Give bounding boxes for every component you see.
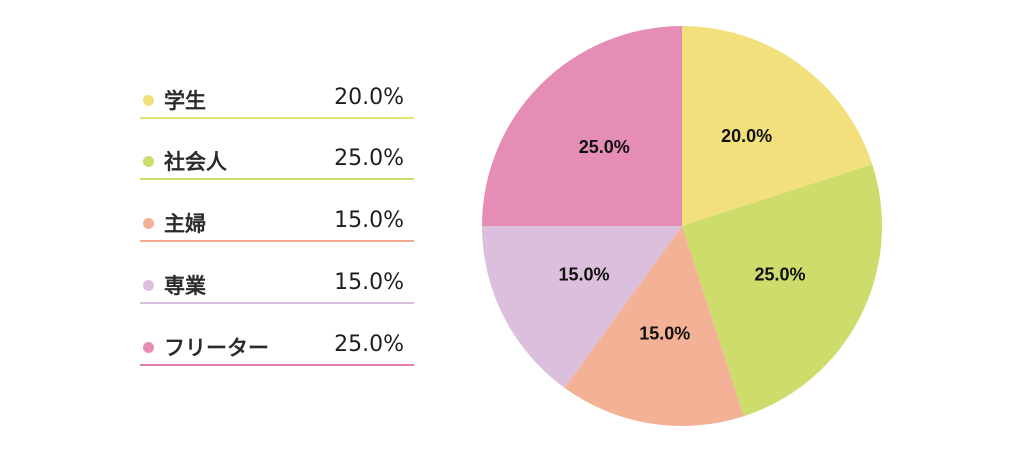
- legend-value: 15.0%: [334, 208, 404, 233]
- legend-dot: [143, 342, 154, 353]
- legend-underline: [140, 240, 414, 242]
- legend-item-working-adult: 社会人 25.0%: [140, 141, 414, 181]
- legend-underline: [140, 364, 414, 366]
- pie-svg: 20.0% 25.0% 15.0% 15.0% 25.0%: [482, 26, 882, 426]
- legend-underline: [140, 302, 414, 304]
- legend-underline: [140, 117, 414, 119]
- pie-label-2: 25.0%: [754, 265, 805, 285]
- legend-item-homemaker: 主婦 15.0%: [140, 203, 414, 243]
- pie-label-3: 15.0%: [639, 323, 690, 343]
- pie-label-5: 25.0%: [579, 137, 630, 157]
- pie-slice-1: [682, 26, 873, 226]
- pie-slice-5: [482, 26, 682, 226]
- legend-value: 15.0%: [334, 270, 404, 295]
- legend-value: 20.0%: [334, 85, 404, 110]
- legend-label: 専業: [164, 274, 206, 298]
- pie-slice-4: [482, 226, 682, 388]
- pie-label-4: 15.0%: [558, 265, 609, 285]
- legend-item-student: 学生 20.0%: [140, 80, 414, 120]
- chart-legend: 学生 20.0% 社会人 25.0% 主婦 15.0% 専業 15.0% フリー…: [0, 0, 430, 452]
- legend-dot: [143, 218, 154, 229]
- legend-dot: [143, 156, 154, 167]
- legend-dot: [143, 95, 154, 106]
- pie-slice-2: [682, 164, 882, 417]
- legend-value: 25.0%: [334, 146, 404, 171]
- legend-item-freeter: フリーター 25.0%: [140, 327, 414, 367]
- legend-value: 25.0%: [334, 332, 404, 357]
- legend-underline: [140, 178, 414, 180]
- legend-dot: [143, 280, 154, 291]
- pie-slice-3: [564, 226, 744, 426]
- legend-label: 社会人: [164, 150, 227, 174]
- pie-label-1: 20.0%: [721, 126, 772, 146]
- legend-label: フリーター: [164, 336, 269, 360]
- legend-label: 学生: [164, 89, 206, 113]
- legend-item-specialist: 専業 15.0%: [140, 265, 414, 305]
- legend-label: 主婦: [164, 212, 206, 236]
- pie-chart: 20.0% 25.0% 15.0% 15.0% 25.0%: [470, 14, 900, 444]
